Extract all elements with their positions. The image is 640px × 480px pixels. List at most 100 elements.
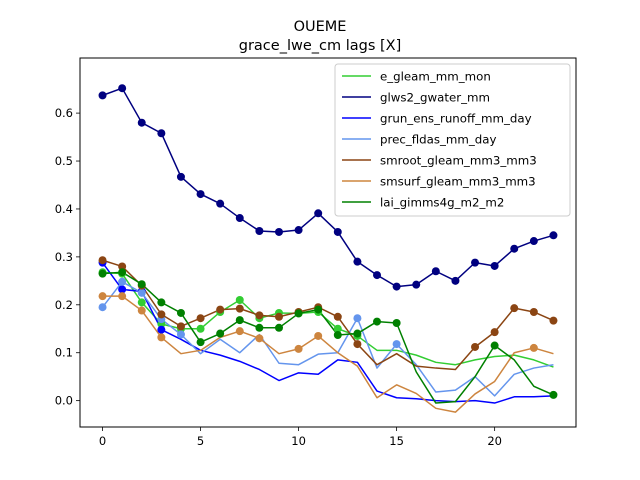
- data-point-smsurf-gleam-mm3-mm3: [137, 306, 146, 315]
- x-tick-label: 20: [487, 434, 502, 448]
- y-tick-label: 0.5: [55, 154, 73, 168]
- data-point-glws2-gwater-mm: [529, 237, 538, 246]
- data-point-prec-fldas-mm-day: [98, 303, 107, 312]
- data-point-smsurf-gleam-mm3-mm3: [529, 343, 538, 352]
- data-point-glws2-gwater-mm: [157, 129, 166, 138]
- data-point-prec-fldas-mm-day: [118, 277, 127, 286]
- legend-label-glws2-gwater-mm: glws2_gwater_mm: [380, 91, 490, 105]
- data-point-e-gleam-mm-mon: [196, 324, 205, 333]
- data-point-smroot-gleam-mm3-mm3: [471, 342, 480, 351]
- legend-label-grun-ens-runoff-mm-day: grun_ens_runoff_mm_day: [380, 112, 532, 126]
- data-point-lai-gimms4g-m2-m2: [137, 280, 146, 289]
- data-point-glws2-gwater-mm: [353, 257, 362, 266]
- data-point-glws2-gwater-mm: [471, 258, 480, 267]
- data-point-smroot-gleam-mm3-mm3: [255, 311, 264, 320]
- legend-box: [334, 63, 571, 217]
- data-point-lai-gimms4g-m2-m2: [333, 330, 342, 339]
- data-point-lai-gimms4g-m2-m2: [314, 305, 323, 314]
- legend-label-smsurf-gleam-mm3-mm3: smsurf_gleam_mm3_mm3: [380, 175, 536, 189]
- y-tick-label: 0.4: [55, 202, 73, 216]
- data-point-smsurf-gleam-mm3-mm3: [255, 334, 264, 343]
- x-tick-label: 15: [389, 434, 404, 448]
- y-axis: 0.0 0.1 0.2 0.3 0.4 0.5 0.6: [55, 106, 80, 408]
- legend-label-e-gleam-mm-mon: e_gleam_mm_mon: [380, 70, 491, 84]
- data-point-glws2-gwater-mm: [274, 227, 283, 236]
- data-point-glws2-gwater-mm: [333, 227, 342, 236]
- data-point-lai-gimms4g-m2-m2: [549, 390, 558, 399]
- data-point-smroot-gleam-mm3-mm3: [490, 328, 499, 337]
- data-point-smroot-gleam-mm3-mm3: [549, 316, 558, 325]
- y-tick-label: 0.3: [55, 250, 73, 264]
- chart-title: OUEME: [294, 19, 347, 35]
- data-point-lai-gimms4g-m2-m2: [255, 323, 264, 332]
- data-point-glws2-gwater-mm: [98, 91, 107, 100]
- data-point-lai-gimms4g-m2-m2: [392, 319, 401, 328]
- data-point-glws2-gwater-mm: [176, 172, 185, 181]
- data-point-lai-gimms4g-m2-m2: [176, 308, 185, 317]
- data-point-smroot-gleam-mm3-mm3: [274, 312, 283, 321]
- data-point-lai-gimms4g-m2-m2: [294, 309, 303, 318]
- data-point-glws2-gwater-mm: [216, 199, 225, 208]
- data-point-smroot-gleam-mm3-mm3: [235, 304, 244, 313]
- data-point-prec-fldas-mm-day: [392, 340, 401, 349]
- x-tick-label: 5: [197, 434, 204, 448]
- data-point-grun-ens-runoff-mm-day: [118, 285, 127, 294]
- data-point-glws2-gwater-mm: [373, 271, 382, 280]
- data-point-prec-fldas-mm-day: [353, 314, 362, 323]
- data-point-grun-ens-runoff-mm-day: [157, 325, 166, 334]
- data-point-glws2-gwater-mm: [392, 282, 401, 291]
- legend-label-lai-gimms4g-m2-m2: lai_gimms4g_m2_m2: [380, 196, 504, 210]
- data-point-lai-gimms4g-m2-m2: [235, 316, 244, 325]
- data-point-glws2-gwater-mm: [118, 84, 127, 93]
- data-point-glws2-gwater-mm: [431, 267, 440, 276]
- y-tick-label: 0.0: [55, 394, 73, 408]
- data-point-lai-gimms4g-m2-m2: [274, 323, 283, 332]
- data-point-glws2-gwater-mm: [412, 280, 421, 289]
- y-tick-label: 0.2: [55, 298, 73, 312]
- data-point-lai-gimms4g-m2-m2: [157, 298, 166, 307]
- data-point-smroot-gleam-mm3-mm3: [529, 307, 538, 316]
- data-point-glws2-gwater-mm: [549, 231, 558, 240]
- data-point-smsurf-gleam-mm3-mm3: [294, 344, 303, 353]
- data-point-smroot-gleam-mm3-mm3: [353, 340, 362, 349]
- y-tick-label: 0.6: [55, 106, 73, 120]
- data-point-glws2-gwater-mm: [235, 214, 244, 223]
- series-line-prec-fldas-mm-day: [101, 281, 554, 397]
- data-point-smroot-gleam-mm3-mm3: [157, 310, 166, 319]
- data-point-lai-gimms4g-m2-m2: [490, 341, 499, 350]
- x-tick-label: 10: [291, 434, 306, 448]
- legend-label-prec-fldas-mm-day: prec_fldas_mm_day: [380, 133, 497, 147]
- chart-subtitle: grace_lwe_cm lags [X]: [239, 38, 402, 54]
- data-point-smsurf-gleam-mm3-mm3: [118, 292, 127, 301]
- data-point-glws2-gwater-mm: [510, 244, 519, 253]
- legend-label-smroot-gleam-mm3-mm3: smroot_gleam_mm3_mm3: [380, 154, 537, 168]
- data-point-smroot-gleam-mm3-mm3: [510, 304, 519, 313]
- legend: e_gleam_mm_mon glws2_gwater_mm grun_ens_ru…: [334, 63, 571, 217]
- data-point-smsurf-gleam-mm3-mm3: [235, 327, 244, 336]
- data-point-glws2-gwater-mm: [490, 261, 499, 270]
- data-point-prec-fldas-mm-day: [176, 330, 185, 339]
- data-point-smroot-gleam-mm3-mm3: [196, 314, 205, 323]
- data-point-glws2-gwater-mm: [314, 209, 323, 218]
- data-point-lai-gimms4g-m2-m2: [373, 317, 382, 326]
- series-markers: [98, 84, 558, 399]
- x-axis: 0 5 10 15 20: [99, 427, 502, 448]
- data-point-smsurf-gleam-mm3-mm3: [98, 292, 107, 301]
- data-point-e-gleam-mm-mon: [333, 324, 342, 333]
- data-point-smroot-gleam-mm3-mm3: [98, 256, 107, 265]
- data-point-lai-gimms4g-m2-m2: [196, 338, 205, 347]
- data-point-e-gleam-mm-mon: [137, 298, 146, 307]
- data-point-lai-gimms4g-m2-m2: [353, 329, 362, 338]
- y-tick-label: 0.1: [55, 346, 73, 360]
- data-point-smroot-gleam-mm3-mm3: [216, 305, 225, 314]
- data-point-glws2-gwater-mm: [294, 226, 303, 235]
- data-point-e-gleam-mm-mon: [235, 296, 244, 305]
- series-line-smsurf-gleam-mm3-mm3: [102, 295, 554, 413]
- data-point-lai-gimms4g-m2-m2: [98, 269, 107, 278]
- data-point-glws2-gwater-mm: [137, 118, 146, 127]
- data-point-smsurf-gleam-mm3-mm3: [314, 331, 323, 340]
- data-point-lai-gimms4g-m2-m2: [118, 268, 127, 277]
- x-tick-label: 0: [99, 434, 106, 448]
- data-point-glws2-gwater-mm: [196, 190, 205, 199]
